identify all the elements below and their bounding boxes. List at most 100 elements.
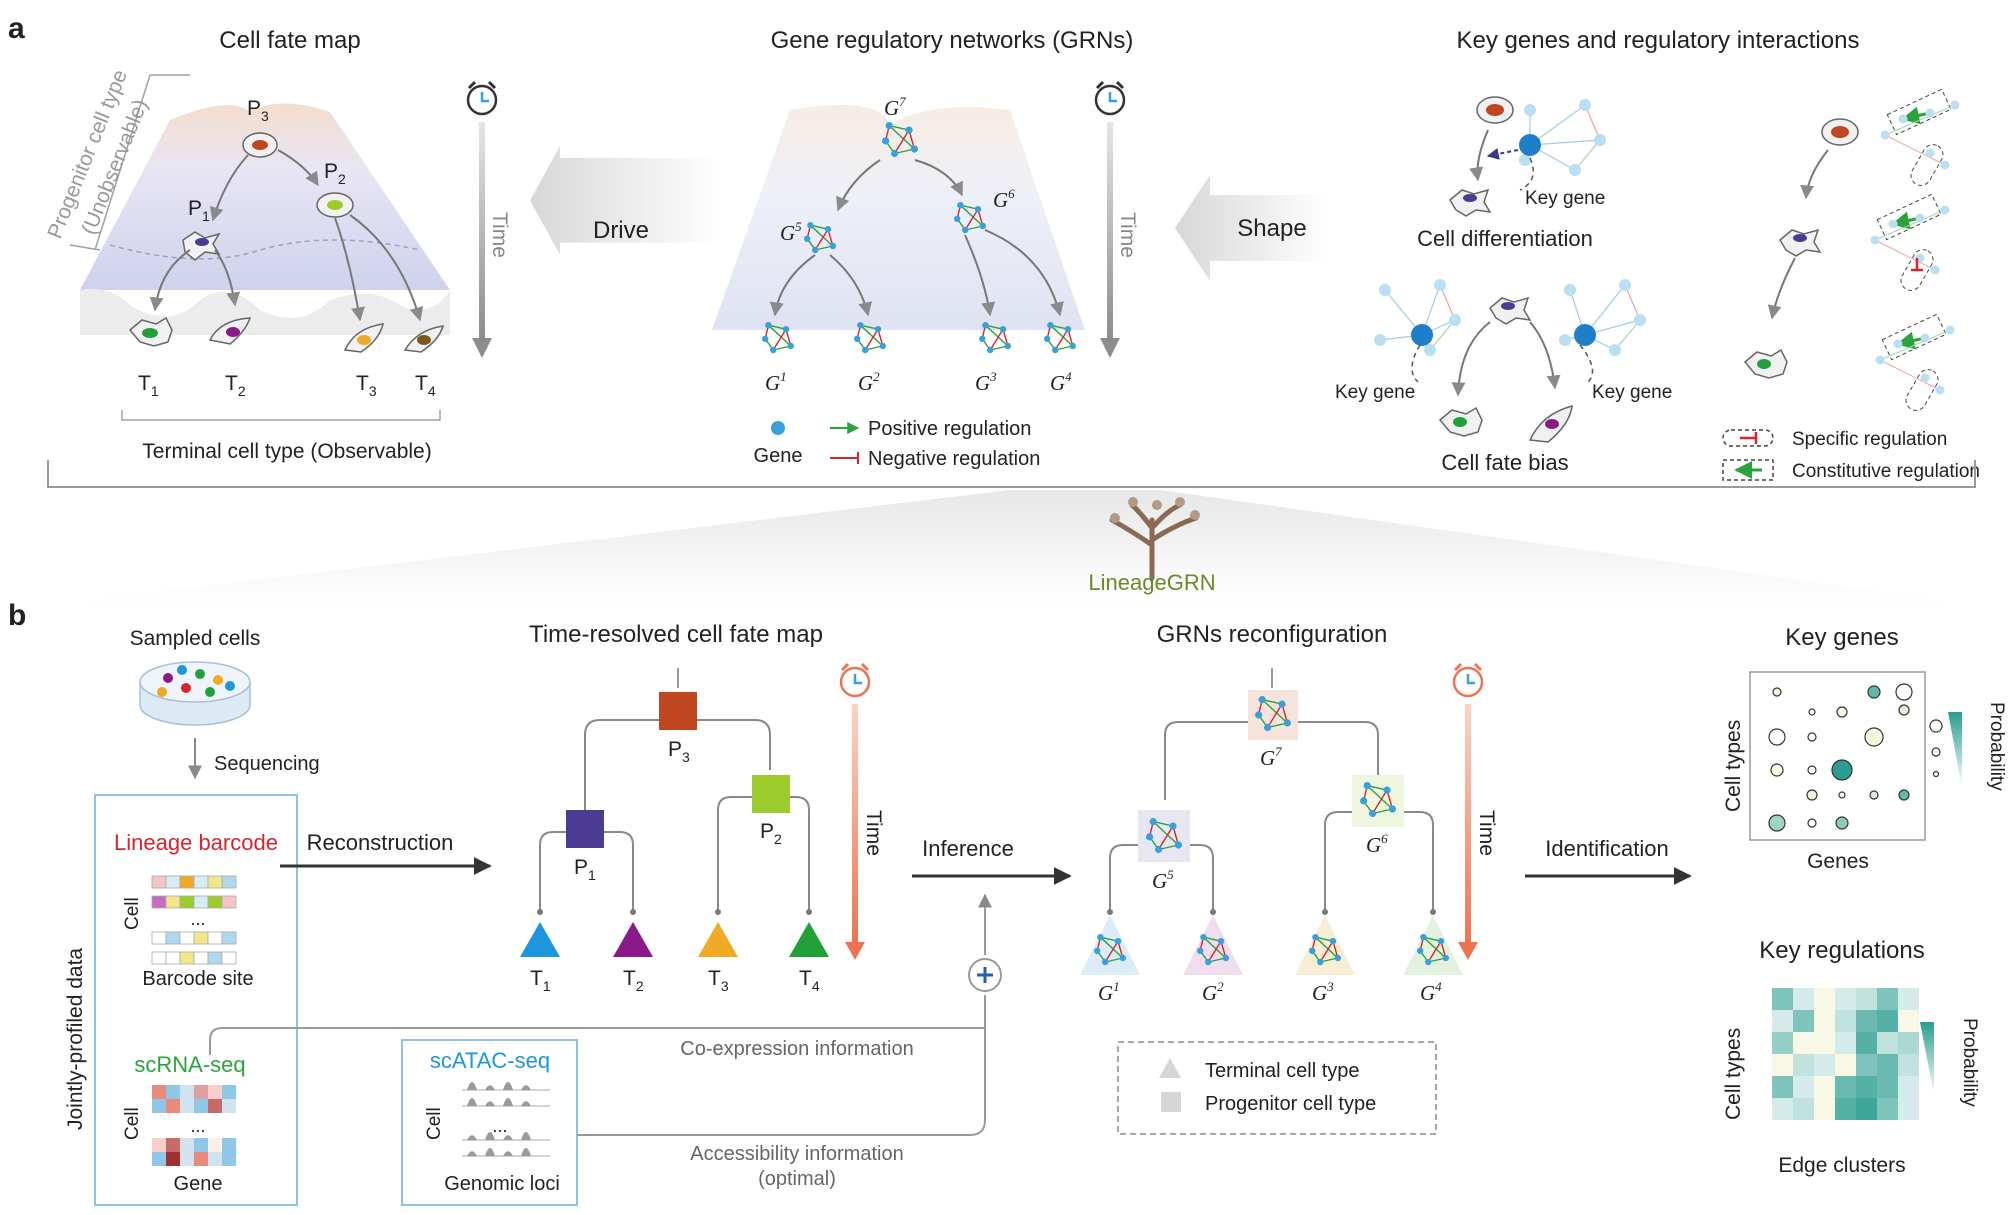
negative-edge xyxy=(989,328,1004,351)
gene-node xyxy=(787,342,794,350)
negative-edge xyxy=(1427,940,1442,963)
expression-cell xyxy=(180,1152,194,1166)
gene-node xyxy=(1255,711,1263,719)
gene-bubble xyxy=(1768,728,1786,746)
gene-node xyxy=(891,149,899,158)
gene-node xyxy=(1888,219,1898,229)
atac-peak xyxy=(521,1132,531,1140)
nucleus-p1 xyxy=(195,238,209,246)
gene-node xyxy=(999,326,1007,333)
barcode-cell xyxy=(221,875,237,889)
gene-node xyxy=(1146,833,1154,841)
edge xyxy=(1574,139,1601,171)
legend-gene: Gene xyxy=(754,445,803,467)
time-label-b1: Time xyxy=(862,810,885,856)
gene-node xyxy=(804,235,811,242)
negative-edge xyxy=(894,129,910,154)
gene-node xyxy=(1559,334,1571,346)
cell-fate-map-title: Cell fate map xyxy=(219,27,360,54)
specific-pill xyxy=(1905,369,1939,411)
accessibility-label-2: (optimal) xyxy=(758,1168,836,1190)
atac-peak xyxy=(503,1135,513,1140)
lineage-barcode-title: Lineage barcode xyxy=(114,830,278,855)
gene-node xyxy=(982,322,989,329)
b-label-g2: G2 xyxy=(1202,979,1224,1005)
key-gene-node xyxy=(1411,324,1433,346)
key-gene-label-right: Key gene xyxy=(1592,382,1672,403)
b-label-g6: G6 xyxy=(1366,831,1388,857)
scatac-cell-label: Cell xyxy=(424,1107,445,1140)
heatmap-cell xyxy=(1793,988,1814,1010)
gene-node xyxy=(1102,958,1109,966)
b-label-g3: G3 xyxy=(1312,979,1334,1005)
expression-cell xyxy=(222,1099,236,1113)
gene-node xyxy=(979,222,986,230)
time-resolved-map: Time-resolved cell fate map P3 P1 P2 T1 … xyxy=(520,621,885,994)
gene-bubble xyxy=(1831,759,1853,781)
key-gene-network xyxy=(1559,279,1646,356)
b-label-g5: G5 xyxy=(1152,867,1174,893)
positive-edge xyxy=(809,224,834,247)
gene-bubble xyxy=(1772,687,1782,697)
clock-icon xyxy=(466,80,498,116)
label-t2: T2 xyxy=(225,372,246,399)
jointly-label: Jointly-profiled data xyxy=(64,948,87,1130)
gene-bubble xyxy=(1838,791,1846,799)
nucleus-t4 xyxy=(417,335,431,345)
atac-peak xyxy=(485,1085,495,1090)
scrna-ellipsis: ... xyxy=(190,1116,205,1136)
gene-node xyxy=(1283,719,1291,727)
gene-node xyxy=(1519,154,1531,166)
grn-network xyxy=(979,322,1011,354)
scrna-cell-label: Cell xyxy=(122,1107,143,1140)
gene-node xyxy=(1119,954,1127,962)
positive-edge xyxy=(767,324,792,347)
clock-icon-orange xyxy=(839,662,871,698)
barcode-cell xyxy=(193,951,209,965)
barcode-cell xyxy=(221,931,237,945)
gene-node xyxy=(1893,339,1903,349)
key-reg-xlabel: Edge clusters xyxy=(1778,1154,1905,1177)
constitutive-edge xyxy=(1891,211,1921,230)
gene-node xyxy=(857,322,864,329)
grn-label-g1: G1 xyxy=(765,369,787,395)
waddington-landscape xyxy=(80,103,450,290)
barcode-cell xyxy=(165,951,181,965)
grn-network xyxy=(954,202,986,234)
clock-icon-orange-2 xyxy=(1452,662,1484,698)
gene-bubble xyxy=(1895,683,1913,701)
barcode-cell xyxy=(221,895,237,909)
gene-bubble xyxy=(1898,789,1910,801)
positive-edge xyxy=(1099,936,1124,959)
gene-node xyxy=(1940,160,1950,170)
heatmap-cell xyxy=(1877,1054,1898,1076)
constitutive-pill xyxy=(1886,88,1952,136)
node-p1 xyxy=(566,810,604,848)
gene-node xyxy=(882,137,890,145)
gene-node xyxy=(854,335,861,342)
gene-node xyxy=(1155,845,1163,854)
negative-edge xyxy=(1158,825,1174,850)
gene-node xyxy=(1434,279,1446,291)
negative-edge xyxy=(772,328,787,351)
atac-peak xyxy=(503,1151,513,1156)
gene-node xyxy=(1915,213,1925,223)
atac-peak xyxy=(485,1148,495,1156)
gene-node xyxy=(1579,99,1591,111)
heatmap-cell xyxy=(1793,1010,1814,1032)
heatmap-cell xyxy=(1793,1054,1814,1076)
gene-node xyxy=(1898,114,1908,124)
expression-cell xyxy=(222,1152,236,1166)
gene-node xyxy=(954,215,961,222)
positive-edge xyxy=(1261,699,1288,724)
heatmap-cell xyxy=(1814,1076,1835,1098)
label-b-t1: T1 xyxy=(530,967,551,994)
barcode-cell xyxy=(193,875,209,889)
gene-node xyxy=(957,202,964,209)
node-t2 xyxy=(613,922,653,957)
gene-node xyxy=(1174,841,1182,849)
gene-node xyxy=(1149,818,1157,826)
barcode-site-label: Barcode site xyxy=(142,968,253,990)
edge xyxy=(1584,104,1601,141)
gene-bubble xyxy=(1836,706,1848,718)
